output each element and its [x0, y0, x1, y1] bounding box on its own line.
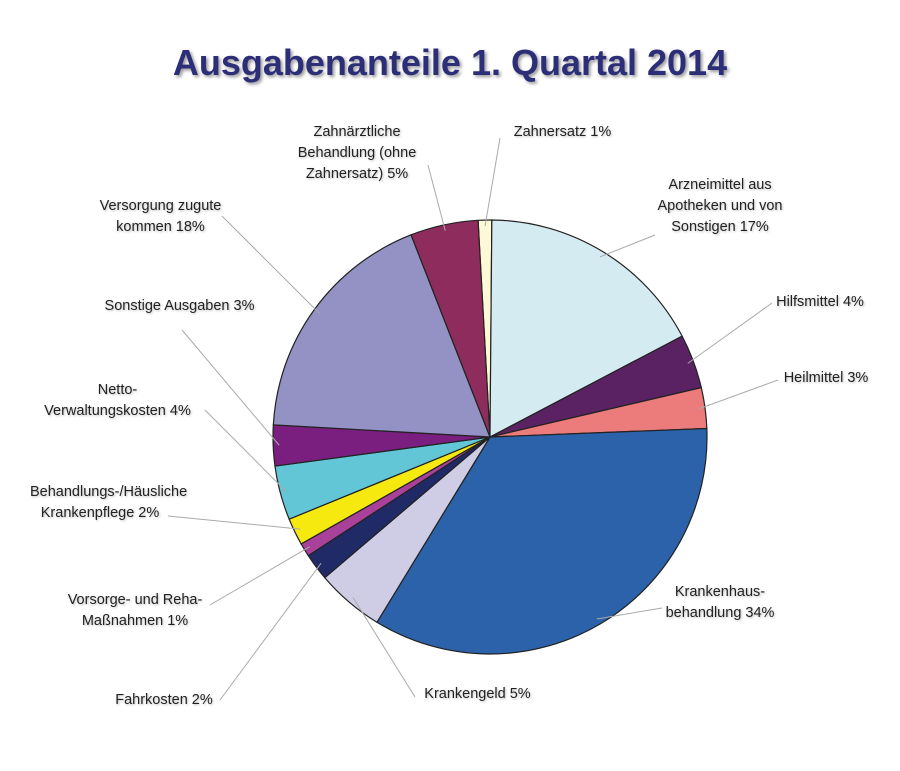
slice-label: Vorsorge- und Reha-Maßnahmen 1%: [55, 590, 215, 632]
value-label: 1%: [167, 613, 189, 629]
value-label: 34%: [745, 605, 775, 621]
value-label: 2%: [191, 692, 213, 708]
pie-slice: [489, 219, 683, 438]
leader-line: [181, 329, 280, 446]
value-label: 17%: [739, 219, 769, 235]
category-name: Heilmittel: [783, 370, 844, 386]
leader-line: [698, 379, 779, 410]
slice-label: Hilfsmittel 4%: [770, 292, 870, 313]
leader-line: [352, 597, 416, 698]
slice-label: Versorgung zugute kommen 18%: [88, 196, 233, 238]
category-name: Zahnärztliche Behandlung (ohne Zahnersat…: [297, 124, 417, 182]
value-label: 3%: [233, 298, 255, 314]
leader-line: [596, 607, 663, 620]
value-label: 2%: [138, 505, 160, 521]
value-label: 5%: [387, 166, 409, 182]
category-name: Zahnersatz: [513, 124, 587, 140]
slice-label: Zahnersatz 1%: [500, 122, 625, 143]
leader-line: [209, 546, 311, 606]
value-label: 4%: [169, 403, 191, 419]
slice-label: Arzneimittel aus Apotheken und von Sonst…: [650, 175, 790, 238]
category-name: Vorsorge- und Reha-Maßnahmen: [67, 592, 203, 629]
category-name: Versorgung zugute kommen: [99, 198, 222, 235]
leader-line: [599, 234, 656, 258]
value-label: 3%: [847, 370, 869, 386]
leader-line: [687, 302, 773, 364]
pie-slice: [376, 427, 708, 655]
value-label: 5%: [509, 686, 531, 702]
category-name: Krankenhaus-behandlung: [665, 584, 766, 621]
slice-label: Krankenhaus-behandlung 34%: [650, 582, 790, 624]
slice-label: Sonstige Ausgaben 3%: [92, 296, 267, 317]
value-label: 1%: [590, 124, 612, 140]
slice-label: Behandlungs-/Häusliche Krankenpflege 2%: [30, 482, 187, 524]
leader-line: [219, 563, 322, 701]
category-name: Behandlungs-/Häusliche Krankenpflege: [30, 484, 188, 521]
category-name: Fahrkosten: [115, 692, 188, 708]
leader-line: [204, 409, 287, 492]
leader-line: [427, 164, 446, 231]
slice-label: Fahrkosten 2%: [108, 690, 220, 711]
category-name: Arzneimittel aus Apotheken und von Sonst…: [657, 177, 783, 235]
pie-slice: [272, 234, 491, 438]
category-name: Krankengeld: [424, 686, 506, 702]
chart-title: Ausgabenanteile 1. Quartal 2014: [172, 42, 728, 83]
category-name: Netto-Verwaltungskosten: [44, 382, 166, 419]
category-name: Sonstige Ausgaben: [104, 298, 230, 314]
slice-label: Netto-Verwaltungskosten 4%: [30, 380, 205, 422]
slice-label: Zahnärztliche Behandlung (ohne Zahnersat…: [282, 122, 432, 185]
slice-label: Krankengeld 5%: [415, 684, 540, 705]
slice-label: Heilmittel 3%: [776, 368, 876, 389]
value-label: 4%: [842, 294, 864, 310]
leader-line: [221, 215, 320, 314]
value-label: 18%: [175, 219, 205, 235]
category-name: Hilfsmittel: [776, 294, 839, 310]
leader-line: [167, 515, 301, 530]
leader-line: [484, 137, 501, 227]
